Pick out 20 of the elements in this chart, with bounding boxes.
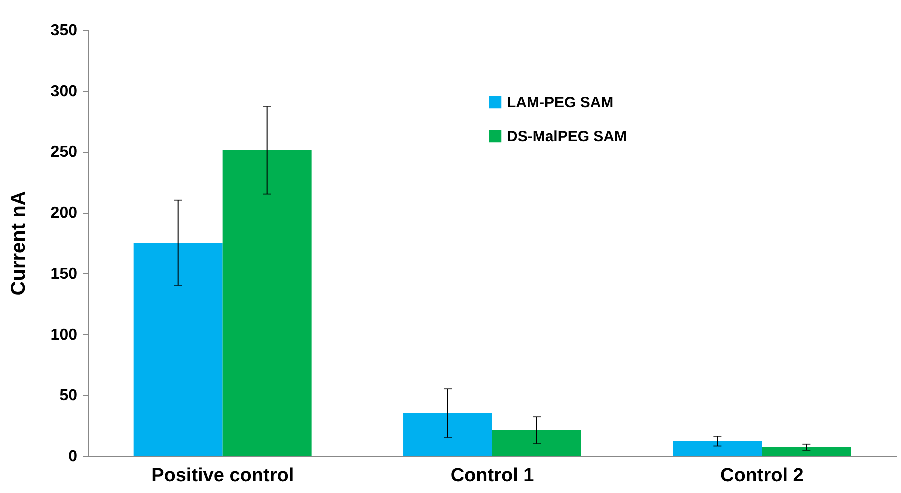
bar: [673, 441, 762, 456]
y-tick-label: 150: [50, 266, 78, 283]
x-tick-label: Control 1: [450, 466, 535, 486]
legend-label: LAM-PEG SAM: [507, 94, 614, 112]
y-tick-label: 300: [50, 83, 78, 100]
x-tick-label: Positive control: [152, 466, 294, 486]
bar: [404, 413, 492, 456]
y-tick-label: 0: [68, 448, 78, 466]
y-tick-label: 200: [50, 205, 78, 222]
legend-label: DS-MalPEG SAM: [507, 128, 628, 146]
bar: [762, 447, 852, 456]
bar: [222, 150, 312, 456]
y-axis-title: Current nA: [8, 191, 30, 296]
y-tick-label: 250: [50, 144, 78, 162]
y-tick-label: 50: [60, 388, 78, 405]
bar: [134, 243, 223, 456]
y-tick-label: 350: [50, 22, 78, 40]
y-tick-label: 100: [50, 326, 78, 344]
bar: [492, 430, 582, 456]
x-tick-label: Control 2: [720, 466, 804, 486]
